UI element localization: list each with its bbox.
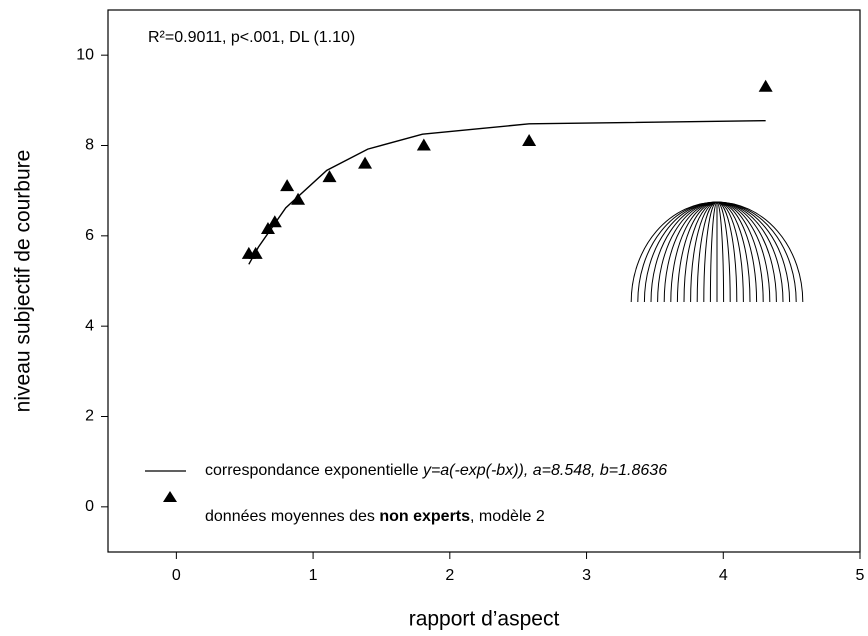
x-tick-label: 2 [445, 567, 454, 584]
x-tick-label: 0 [172, 567, 181, 584]
legend-name: données moyennes des [205, 508, 379, 525]
annotation: R²=0.9011, p<.001, DL (1.10) [148, 29, 355, 46]
data-point [291, 192, 306, 205]
y-tick-label: 6 [85, 227, 94, 244]
legend-name: , modèle 2 [470, 508, 545, 525]
data-point [358, 156, 373, 169]
x-tick-label: 5 [856, 567, 865, 584]
dome-icon [630, 201, 804, 303]
data-point [280, 179, 295, 192]
plot-frame [107, 9, 861, 553]
data-point [758, 79, 773, 92]
fit-line [248, 119, 766, 265]
legend-equation: y=a(-exp(-bx)), a=8.548, b=1.8636 [422, 462, 667, 479]
legend-name: correspondance exponentielle [205, 462, 419, 479]
legend-marker-swatch [163, 491, 177, 502]
data-point [267, 215, 282, 228]
y-tick-label: 0 [85, 498, 94, 515]
x-tick-label: 4 [719, 567, 728, 584]
x-axis-title: rapport d’aspect [409, 608, 560, 631]
data-point [248, 246, 263, 259]
legend-name: non experts [379, 508, 470, 525]
y-axis-title: niveau subjectif de courbure [12, 150, 35, 413]
data-point [416, 138, 431, 151]
data-point [260, 222, 275, 235]
x-tick-label: 3 [582, 567, 591, 584]
y-tick-label: 4 [85, 317, 94, 334]
data-point [522, 133, 537, 146]
y-tick-label: 8 [85, 137, 94, 154]
legend-label: correspondance exponentielle y=a(-exp(-b… [205, 462, 667, 479]
legend-label: données moyennes des non experts, modèle… [205, 508, 545, 525]
y-tick-label: 10 [76, 46, 94, 63]
data-point [322, 170, 337, 183]
x-tick-label: 1 [309, 567, 318, 584]
y-tick-label: 2 [85, 408, 94, 425]
